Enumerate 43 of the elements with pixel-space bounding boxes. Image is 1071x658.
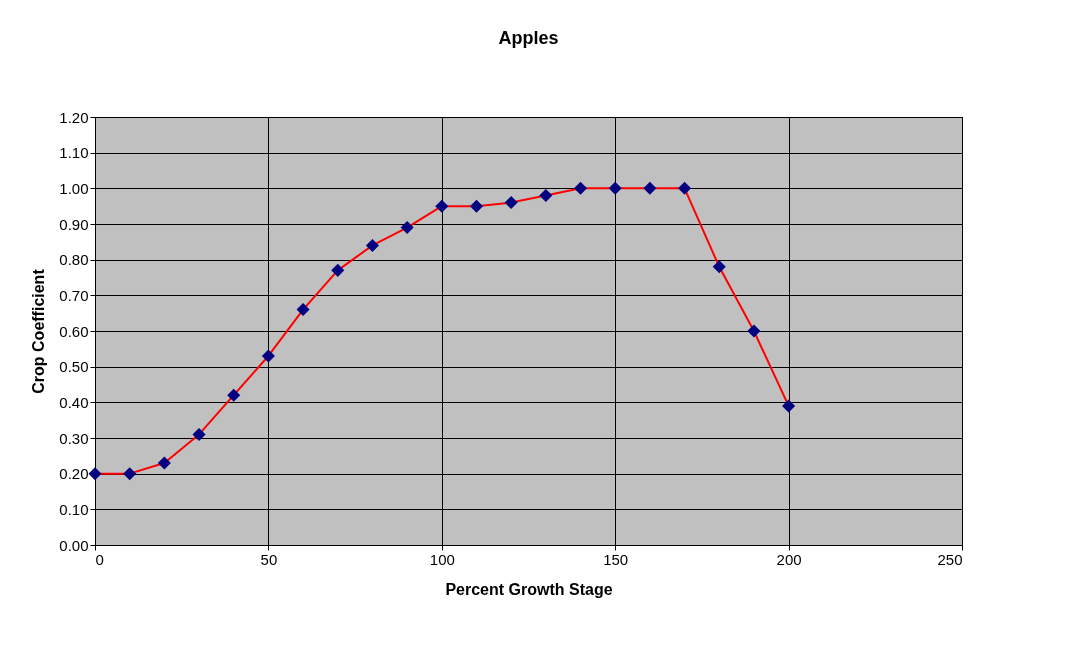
point <box>574 181 588 195</box>
y-tick-label: 0.60 <box>59 322 89 340</box>
point <box>261 349 275 363</box>
point <box>712 260 726 274</box>
point <box>331 263 345 277</box>
y-tick-label: 0.50 <box>59 358 89 376</box>
point <box>123 467 137 481</box>
point <box>227 388 241 402</box>
point <box>747 324 761 338</box>
y-tick-label: 0.90 <box>59 215 89 233</box>
point <box>435 199 449 213</box>
y-tick-label: 0.20 <box>59 465 89 483</box>
point <box>157 456 171 470</box>
y-tick-label: 1.00 <box>59 179 89 197</box>
point <box>88 467 102 481</box>
point <box>296 303 310 317</box>
x-tick-label: 50 <box>260 550 278 568</box>
point <box>782 399 796 413</box>
point <box>400 221 414 235</box>
chart-title: Apples <box>498 28 559 48</box>
y-tick-label: 0.30 <box>59 429 89 447</box>
point <box>192 427 206 441</box>
y-tick-label: 0.00 <box>59 536 89 554</box>
x-tick-label: 200 <box>776 550 802 568</box>
y-tick-label: 1.20 <box>59 108 89 126</box>
y-tick-label: 0.10 <box>59 500 89 518</box>
x-axis-title: Percent Growth Stage <box>445 580 613 598</box>
point <box>365 238 379 252</box>
x-tick-label: 250 <box>937 550 963 568</box>
point <box>678 181 692 195</box>
y-tick-label: 0.70 <box>59 286 89 304</box>
y-tick-label: 0.80 <box>59 251 89 269</box>
x-tick-label: 0 <box>95 550 104 568</box>
point <box>539 188 553 202</box>
y-tick-label: 0.40 <box>59 393 89 411</box>
point <box>608 181 622 195</box>
point <box>469 199 483 213</box>
y-tick-label: 1.10 <box>59 144 89 162</box>
x-tick-label: 150 <box>603 550 629 568</box>
point <box>643 181 657 195</box>
x-tick-label: 100 <box>429 550 455 568</box>
y-axis-title: Crop Coefficient <box>30 268 48 394</box>
point <box>504 196 518 210</box>
